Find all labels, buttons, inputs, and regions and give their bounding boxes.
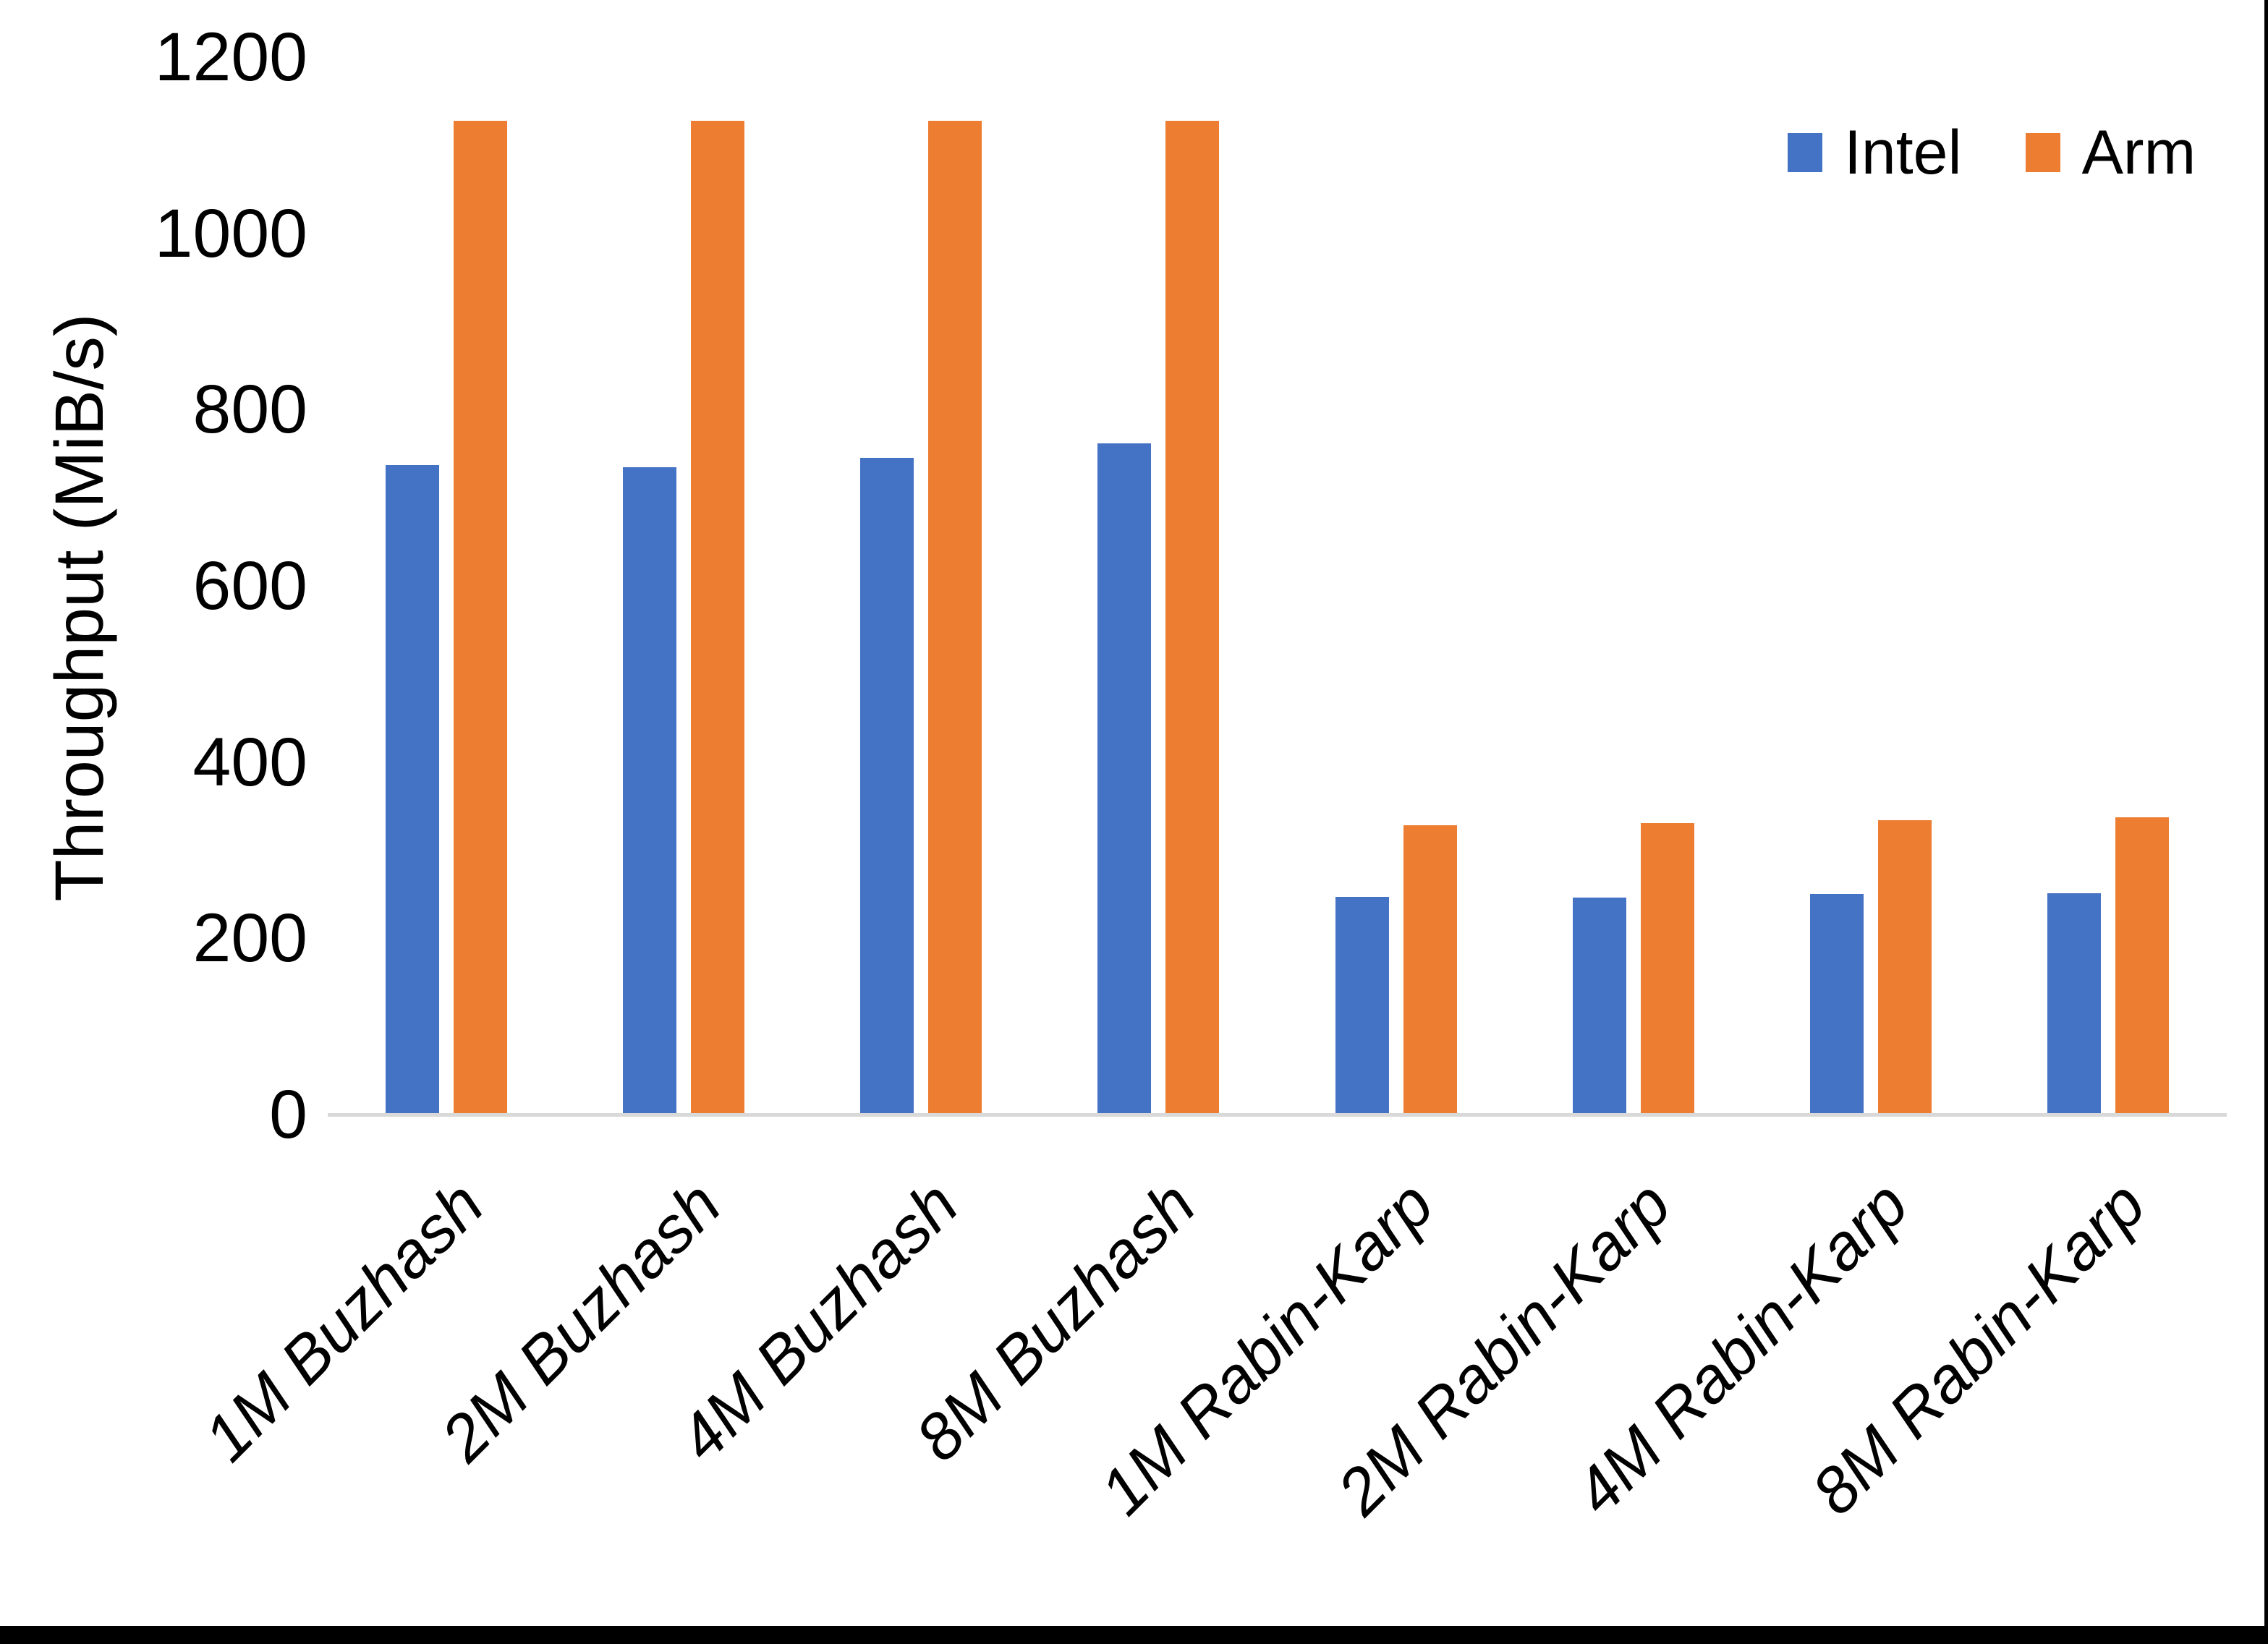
bar-arm-4m-buzhash: [928, 120, 982, 1115]
bar-intel-8m-rabin-karp: [2047, 893, 2101, 1115]
x-axis-label: 4M Buzhash: [665, 1168, 973, 1475]
legend-item-arm: Arm: [2025, 118, 2196, 187]
x-axis-label: 8M Buzhash: [902, 1168, 1210, 1475]
bar-intel-2m-rabin-karp: [1572, 898, 1626, 1115]
bar-arm-8m-buzhash: [1165, 120, 1220, 1115]
legend-label-intel: Intel: [1844, 118, 1962, 187]
x-axis-label: 8M Rabin-Karp: [1798, 1168, 2159, 1529]
bar-intel-4m-rabin-karp: [1809, 894, 1864, 1115]
x-axis-label: 1M Rabin-Karp: [1086, 1168, 1448, 1529]
y-tick-label: 1200: [154, 19, 307, 95]
bar-arm-1m-rabin-karp: [1403, 825, 1457, 1115]
bar-group: [2047, 57, 2169, 1115]
bar-intel-1m-buzhash: [386, 465, 440, 1115]
intel-swatch-icon: [1788, 133, 1822, 172]
x-axis-label: 2M Buzhash: [428, 1168, 735, 1475]
bar-arm-8m-rabin-karp: [2115, 817, 2169, 1115]
bar-arm-1m-buzhash: [454, 120, 508, 1115]
y-tick-label: 800: [192, 371, 307, 448]
x-axis-label: 4M Rabin-Karp: [1560, 1168, 1922, 1529]
bar-group: [1335, 57, 1457, 1115]
y-tick-label: 200: [192, 900, 307, 977]
y-tick-label: 400: [192, 723, 307, 801]
plot-area: [328, 57, 2227, 1115]
bar-intel-1m-rabin-karp: [1335, 897, 1389, 1115]
legend-item-intel: Intel: [1788, 122, 1962, 184]
bar-intel-2m-buzhash: [623, 467, 677, 1115]
bar-group: [623, 57, 745, 1115]
bar-group: [1809, 57, 1932, 1115]
bar-arm-2m-rabin-karp: [1640, 822, 1694, 1115]
bar-group: [1097, 57, 1220, 1115]
x-axis-line: [328, 1113, 2227, 1117]
legend-label-arm: Arm: [2081, 118, 2196, 187]
bar-intel-4m-buzhash: [860, 458, 914, 1115]
y-tick-label: 0: [269, 1076, 307, 1153]
y-tick-label: 1000: [154, 195, 307, 272]
y-tick-label: 600: [192, 548, 307, 624]
bar-arm-4m-rabin-karp: [1877, 820, 1932, 1115]
bar-group: [860, 57, 982, 1115]
bar-intel-8m-buzhash: [1097, 443, 1152, 1115]
legend: Intel Arm: [1788, 122, 2196, 184]
bar-group: [386, 57, 508, 1115]
bar-arm-2m-buzhash: [691, 120, 745, 1115]
x-axis-label: 2M Rabin-Karp: [1323, 1168, 1685, 1529]
arm-swatch-icon: [2025, 133, 2060, 172]
bar-group: [1572, 57, 1694, 1115]
x-axis-label: 1M Buzhash: [190, 1168, 498, 1475]
